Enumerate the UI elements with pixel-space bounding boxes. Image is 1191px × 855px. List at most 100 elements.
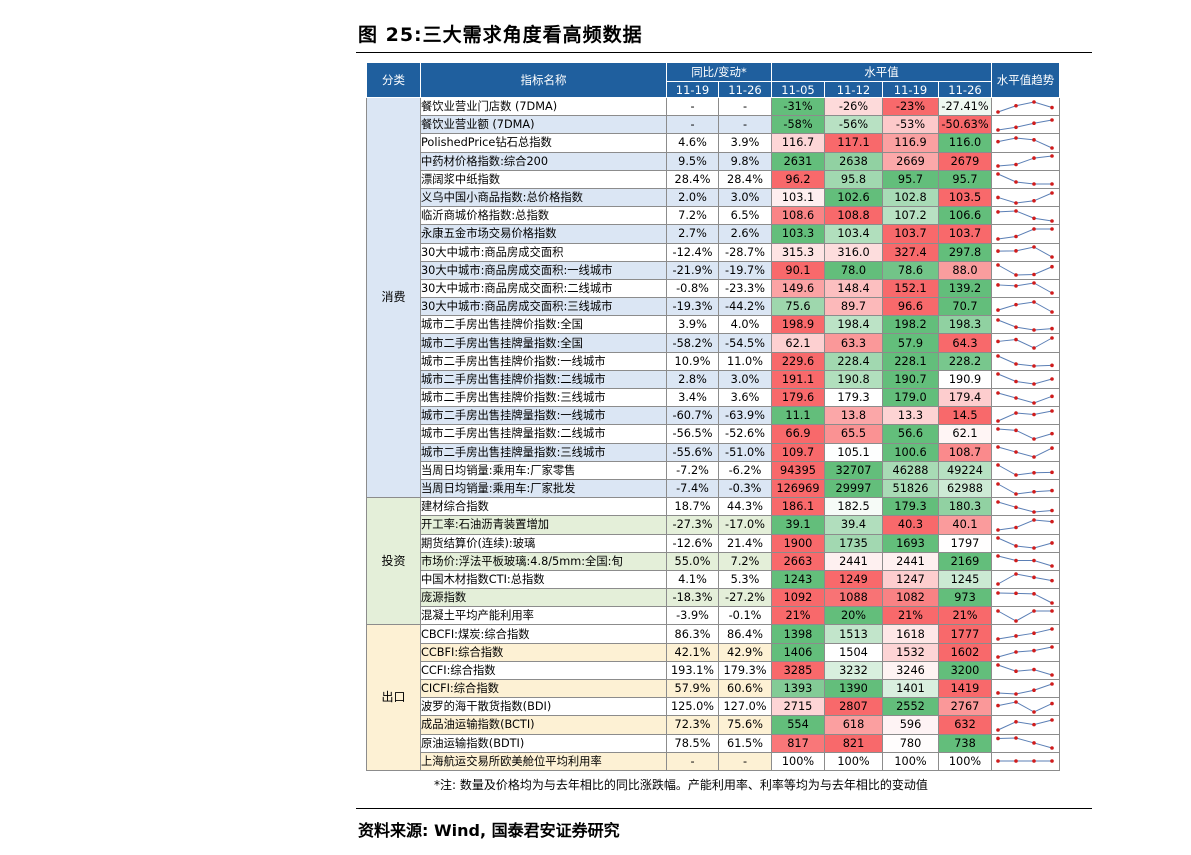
level-value: 95.7 — [882, 169, 939, 189]
level-value: 1243 — [771, 569, 825, 590]
table-row: CCBFI:综合指数 42.1% 42.9% 1406 1504 1532 1602 — [367, 642, 1060, 662]
level-value: 116.7 — [771, 133, 825, 153]
level-value: -50.63% — [938, 115, 992, 135]
trend-cell — [991, 606, 1060, 626]
level-value: 40.1 — [938, 515, 992, 535]
trend-point — [1032, 576, 1036, 580]
trend-point — [1032, 182, 1036, 187]
header-level-date: 11-26 — [938, 81, 992, 98]
level-value: 2767 — [938, 697, 992, 717]
trend-cell — [991, 224, 1060, 244]
trend-point — [1032, 156, 1036, 161]
level-value: 2669 — [882, 151, 939, 171]
trend-point — [996, 164, 1000, 168]
trend-point — [1032, 609, 1036, 613]
level-value: 1082 — [882, 588, 939, 608]
trend-cell — [991, 624, 1060, 644]
level-value: 96.2 — [771, 169, 825, 189]
trend-line — [997, 137, 1053, 149]
trend-point — [996, 249, 1000, 253]
table-row: 市场价:浮法平板玻璃:4.8/5mm:全国:旬 55.0% 7.2% 2663 2441… — [367, 551, 1060, 571]
level-value: 179.4 — [938, 387, 992, 408]
level-value: 1390 — [824, 678, 883, 699]
yoy-value: -12.4% — [666, 242, 719, 262]
level-value: 96.6 — [882, 297, 939, 317]
level-value: 20% — [824, 606, 883, 626]
level-value: 100% — [938, 751, 992, 771]
yoy-value: 78.5% — [666, 733, 719, 753]
level-value: 2631 — [771, 151, 825, 171]
trend-point — [1014, 634, 1018, 638]
trend-cell — [991, 369, 1060, 390]
trend-sparkline — [996, 372, 1054, 387]
indicator-name: 临沂商城价格指数:总指数 — [420, 206, 667, 226]
trend-point — [996, 172, 1000, 177]
trend-cell — [991, 497, 1060, 517]
trend-point — [996, 283, 1000, 288]
indicator-name: 餐饮业营业额 (7DMA) — [420, 115, 667, 135]
trend-point — [996, 736, 1000, 741]
table-row: 餐饮业营业额 (7DMA) - - -58% -56% -53% -50.63% — [367, 115, 1060, 135]
trend-point — [1050, 377, 1054, 382]
level-value: 103.5 — [938, 187, 992, 208]
level-value: 191.1 — [771, 369, 825, 390]
trend-line — [997, 173, 1052, 185]
trend-point — [1014, 380, 1018, 384]
trend-point — [1032, 546, 1036, 550]
level-value: -31% — [771, 96, 825, 117]
indicator-name: 城市二手房出售挂牌价指数:全国 — [420, 315, 667, 335]
table-row: 中药材价格指数:综合200 9.5% 9.8% 2631 2638 2669 2679 — [367, 151, 1060, 171]
indicator-name: 市场价:浮法平板玻璃:4.8/5mm:全国:旬 — [420, 551, 667, 571]
trend-line — [997, 337, 1053, 349]
trend-point — [1032, 198, 1036, 203]
level-value: 29997 — [824, 478, 883, 499]
trend-cell — [991, 697, 1060, 717]
trend-sparkline — [996, 445, 1054, 459]
yoy-value: -55.6% — [666, 442, 719, 462]
trend-point — [1050, 190, 1054, 195]
trend-point — [1050, 105, 1054, 109]
trend-line — [997, 355, 1053, 367]
trend-point — [1014, 558, 1018, 563]
table-row: 消费 餐饮业营业门店数 (7DMA) - - -31% -26% -23% -27.41% — [366, 96, 1060, 499]
trend-point — [1050, 408, 1054, 413]
trend-sparkline — [996, 609, 1054, 623]
trend-point — [1050, 627, 1054, 631]
footnote: *注: 数量及价格均为与去年相比的同比涨跌幅。产能利用率、利率等均为与去年相比的… — [434, 778, 928, 792]
trend-point — [1014, 411, 1018, 415]
table-row: 当周日均销量:乘用车:厂家批发 -7.4% -0.3% 126969 29997 5182… — [367, 478, 1060, 499]
trend-sparkline — [996, 172, 1054, 187]
trend-point — [1032, 272, 1036, 277]
yoy-value: 3.0% — [718, 369, 772, 390]
indicator-name: CCBFI:综合指数 — [420, 642, 667, 662]
trend-line — [997, 501, 1053, 513]
yoy-value: 60.6% — [718, 678, 772, 699]
trend-point — [1050, 718, 1054, 722]
trend-point — [1014, 395, 1018, 400]
table-row: 波罗的海干散货指数(BDI) 125.0% 127.0% 2715 2807 2552 27… — [367, 697, 1060, 717]
yoy-value: -60.7% — [666, 406, 719, 426]
trend-sparkline — [996, 627, 1054, 641]
yoy-value: -51.0% — [718, 442, 772, 462]
trend-sparkline — [996, 354, 1054, 369]
trend-point — [1014, 284, 1018, 289]
trend-point — [1050, 291, 1054, 296]
level-value: 2663 — [771, 551, 825, 571]
trend-line — [997, 719, 1053, 731]
trend-line — [997, 301, 1053, 313]
table-row: 临沂商城价格指数:总指数 7.2% 6.5% 108.6 108.8 107.2 106.6 — [367, 206, 1060, 226]
level-value: 64.3 — [938, 333, 992, 353]
trend-sparkline — [996, 136, 1054, 150]
yoy-value: 21.4% — [718, 533, 772, 553]
trend-point — [1032, 281, 1036, 286]
trend-point — [996, 590, 1000, 595]
trend-point — [1032, 299, 1036, 304]
trend-point — [1032, 364, 1036, 369]
level-value: 103.3 — [771, 224, 825, 244]
trend-point — [1050, 519, 1054, 524]
trend-sparkline — [996, 572, 1054, 587]
trend-cell — [991, 151, 1060, 171]
level-value: 327.4 — [882, 242, 939, 262]
level-value: 116.9 — [882, 133, 939, 153]
level-value: 1419 — [938, 678, 992, 699]
